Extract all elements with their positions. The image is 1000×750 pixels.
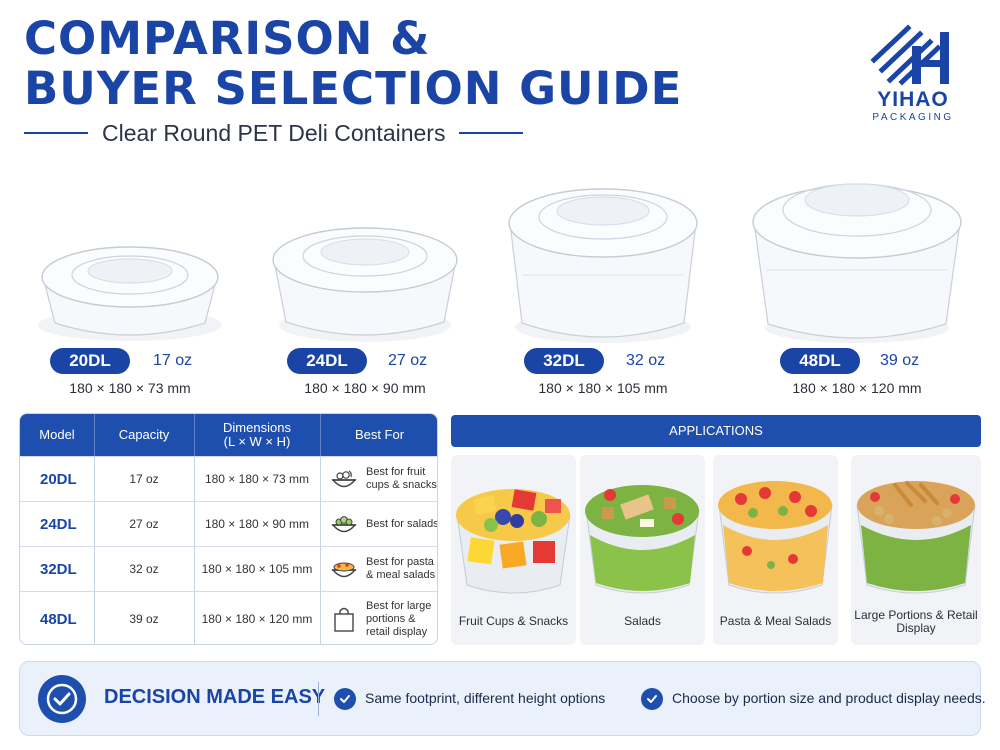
app-card-large-portions: Large Portions & Retail Display [851, 455, 981, 645]
container-48dl: 48DL 39 oz 180 × 180 × 120 mm [742, 160, 972, 400]
header-dimensions-line2: (L × W × H) [223, 434, 291, 449]
capacity-label: 27 oz [388, 352, 428, 369]
header-model: Model [39, 427, 75, 442]
capacity-label: 39 oz [880, 352, 920, 369]
cell-capacity: 27 oz [129, 517, 159, 531]
cell-dimensions: 180 × 180 × 120 mm [201, 612, 313, 626]
best-for-text: Best for pasta & meal salads [366, 556, 436, 581]
model-badge: 32DL [524, 348, 604, 374]
fruit-cup-image [456, 489, 571, 594]
cell-dimensions: 180 × 180 × 105 mm [201, 562, 313, 576]
container-24dl: 24DL 27 oz 180 × 180 × 90 mm [250, 160, 480, 400]
app-label: Fruit Cups & Snacks [458, 614, 569, 628]
brand-tagline: PACKAGING [872, 112, 954, 123]
app-label: Large Portions & Retail Display [854, 608, 978, 635]
app-card-pasta-salads: Pasta & Meal Salads [713, 455, 838, 645]
cell-model: 48DL [40, 610, 77, 628]
cell-capacity: 17 oz [129, 472, 159, 486]
model-badge: 48DL [780, 348, 860, 374]
app-card-salads: Salads [580, 455, 705, 645]
dimensions-label: 180 × 180 × 73 mm [69, 380, 191, 396]
container-image [15, 160, 245, 345]
pasta-bowl-icon [331, 562, 357, 578]
dimensions-label: 180 × 180 × 120 mm [792, 380, 922, 396]
best-for-text: Best for salads [366, 517, 438, 530]
capacity-label: 17 oz [153, 352, 193, 369]
pasta-salad-image [718, 481, 833, 594]
header-dimensions: Dimensions (L × W × H) [194, 414, 320, 456]
cell-capacity: 39 oz [129, 612, 159, 626]
dimensions-label: 180 × 180 × 105 mm [538, 380, 668, 396]
cell-best-for: Best for fruit cups & snacks [320, 457, 437, 501]
fruit-bowl-icon [331, 470, 357, 488]
banner-point: Same footprint, different height options [365, 690, 606, 706]
model-badge: 24DL [287, 348, 367, 374]
table-row: 32DL 32 oz 180 × 180 × 105 mm Best for p… [20, 546, 437, 591]
table-row: 48DL 39 oz 180 × 180 × 120 mm Best for l… [20, 591, 437, 644]
banner-title: DECISION MADE EASY [104, 686, 326, 708]
page-title: COMPARISON & BUYER SELECTION GUIDE [24, 14, 682, 114]
container-image [742, 160, 972, 345]
table-row: 24DL 27 oz 180 × 180 × 90 mm Best for sa… [20, 501, 438, 546]
app-label: Salads [624, 614, 661, 628]
title-line-1: COMPARISON & [24, 12, 431, 65]
divider [318, 682, 319, 716]
brand-name: YIHAO [877, 88, 949, 111]
subtitle: Clear Round PET Deli Containers [102, 119, 446, 146]
cell-best-for: Best for pasta & meal salads [320, 547, 437, 591]
table-row: 20DL 17 oz 180 × 180 × 73 mm Best for fr… [20, 456, 437, 501]
cell-model: 24DL [40, 515, 77, 533]
salad-image [585, 485, 700, 594]
salad-bowl-icon [331, 516, 357, 533]
cell-model: 32DL [40, 560, 77, 578]
cell-dimensions: 180 × 180 × 73 mm [204, 472, 310, 486]
title-line-2: BUYER SELECTION GUIDE [24, 62, 683, 115]
subtitle-row: Clear Round PET Deli Containers [24, 118, 554, 148]
logo-mark-icon [870, 24, 949, 86]
check-icon [334, 688, 356, 710]
divider [24, 132, 88, 134]
table-header: Model Capacity Dimensions (L × W × H) Be… [20, 414, 437, 456]
cell-capacity: 32 oz [129, 562, 159, 576]
cell-dimensions: 180 × 180 × 90 mm [204, 517, 310, 531]
banner-point: Choose by portion size and product displ… [672, 690, 986, 706]
capacity-label: 32 oz [626, 352, 666, 369]
container-20dl: 20DL 17 oz 180 × 180 × 73 mm [15, 160, 245, 400]
container-image [250, 160, 480, 345]
checkmark-badge-icon [38, 675, 86, 723]
header-dimensions-line1: Dimensions [223, 420, 291, 435]
container-32dl: 32DL 32 oz 180 × 180 × 105 mm [488, 160, 718, 400]
shopping-bag-icon [334, 607, 354, 632]
app-card-fruit-cups: Fruit Cups & Snacks [451, 455, 576, 645]
header-best-for: Best For [354, 427, 405, 442]
decision-banner: DECISION MADE EASY Same footprint, diffe… [19, 661, 986, 736]
check-icon [641, 688, 663, 710]
app-label: Pasta & Meal Salads [719, 614, 832, 628]
best-for-text: Best for fruit cups & snacks [366, 466, 437, 491]
applications-header: APPLICATIONS [451, 415, 981, 447]
best-for-text: Best for large portions & retail display [366, 599, 432, 638]
cell-best-for: Best for large portions & retail display [320, 592, 437, 644]
header-capacity: Capacity [118, 427, 170, 442]
dimensions-label: 180 × 180 × 90 mm [304, 380, 426, 396]
divider [459, 132, 524, 134]
comparison-table: Model Capacity Dimensions (L × W × H) Be… [19, 413, 438, 645]
container-image [488, 160, 718, 345]
large-portion-image [856, 481, 976, 594]
cell-model: 20DL [40, 470, 77, 488]
model-badge: 20DL [50, 348, 130, 374]
brand-logo: YIHAO PACKAGING [858, 24, 968, 124]
cell-best-for: Best for salads [320, 502, 438, 546]
